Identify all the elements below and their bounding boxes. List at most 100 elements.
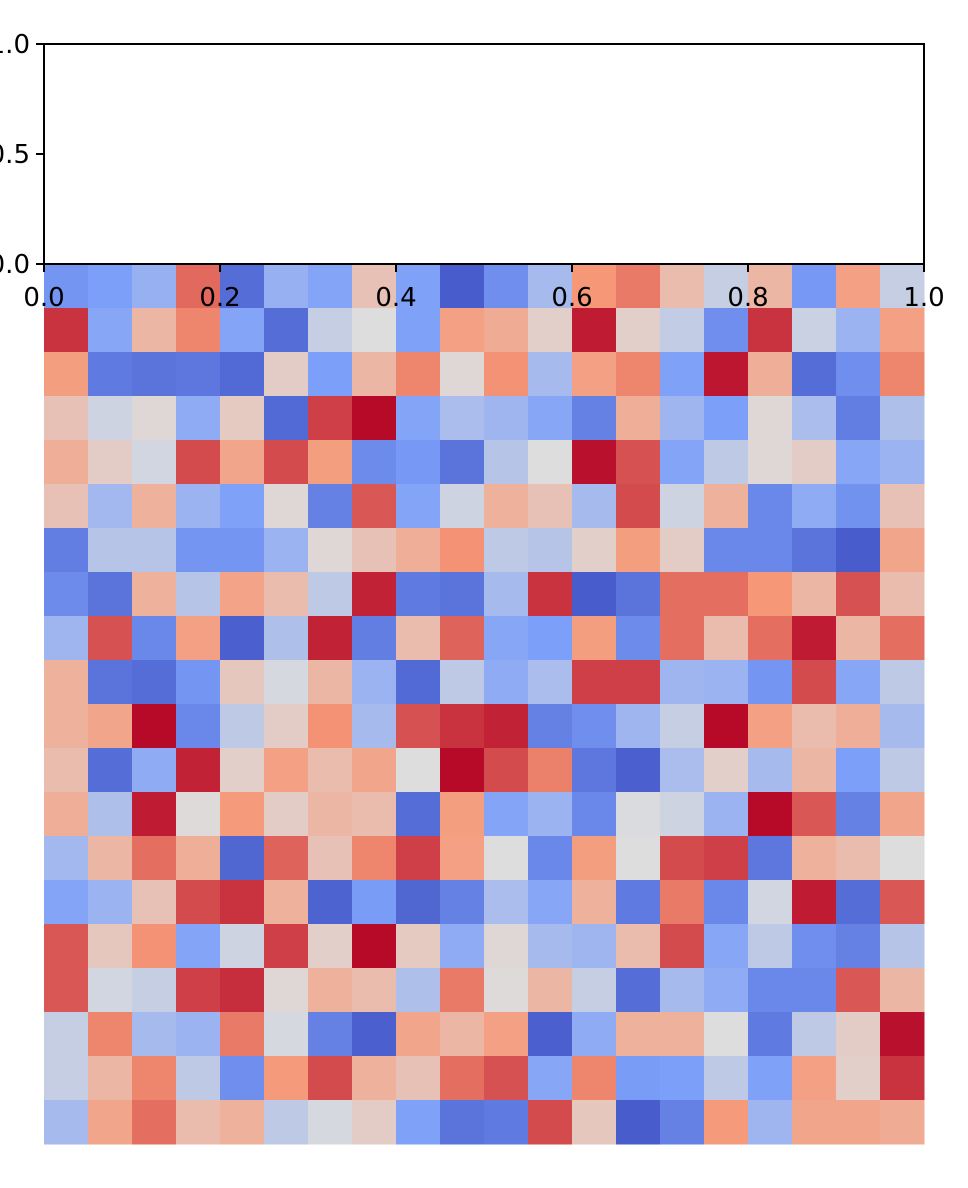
heatmap-cell [528,836,573,881]
heatmap-cell [264,836,309,881]
heatmap-cell [704,792,749,837]
heatmap-cell [660,1100,705,1145]
heatmap-cell [880,836,925,881]
heatmap-cell [528,1012,573,1057]
heatmap-cell [88,572,133,617]
heatmap-cell [220,924,265,969]
heatmap-cell [308,836,353,881]
heatmap-cell [352,1056,397,1101]
heatmap-cell [616,484,661,529]
heatmap-cell [748,440,793,485]
heatmap-cell [352,396,397,441]
heatmap-cell [484,1100,529,1145]
heatmap-cell [792,748,837,793]
heatmap-cell [880,1056,925,1101]
heatmap-cell [484,264,529,309]
heatmap-cell [704,572,749,617]
heatmap-cell [352,616,397,661]
heatmap-cell [836,792,881,837]
heatmap-cell [176,352,221,397]
heatmap-cell [836,748,881,793]
heatmap-cell [396,704,441,749]
heatmap-cell [836,1100,881,1145]
heatmap-cell [528,396,573,441]
heatmap-cell [440,1012,485,1057]
heatmap-cell [704,1056,749,1101]
heatmap-cell [572,572,617,617]
heatmap-cell [748,924,793,969]
heatmap-cell [132,264,177,309]
heatmap-cell [44,352,89,397]
heatmap-cell [44,1100,89,1145]
heatmap-cell [440,484,485,529]
heatmap-cell [44,264,89,309]
heatmap-cell [264,352,309,397]
heatmap-cell [836,1012,881,1057]
heatmap-cell [88,968,133,1013]
heatmap-cell [748,660,793,705]
heatmap-cell [836,308,881,353]
heatmap-cell [880,1012,925,1057]
heatmap-cell [836,264,881,309]
heatmap-cell [88,528,133,573]
heatmap-cell [660,528,705,573]
heatmap-cell [528,308,573,353]
heatmap-cell [528,880,573,925]
heatmap-cell [572,792,617,837]
heatmap-cell [264,704,309,749]
heatmap-cell [440,924,485,969]
heatmap-cell [748,1056,793,1101]
heatmap-cell [352,440,397,485]
heatmap-cell [792,616,837,661]
heatmap-cell [660,968,705,1013]
heatmap-cell [352,924,397,969]
heatmap-cell [660,836,705,881]
heatmap-cell [88,880,133,925]
x-tick-label: 1.0 [903,283,944,313]
heatmap-cell [44,616,89,661]
heatmap-cell [88,1056,133,1101]
heatmap-cell [88,264,133,309]
heatmap-cell [484,440,529,485]
heatmap-cell [660,484,705,529]
heatmap-cell [704,880,749,925]
heatmap-cell [440,616,485,661]
heatmap-cell [616,968,661,1013]
heatmap-cell [264,1100,309,1145]
heatmap-cell [616,308,661,353]
heatmap-cell [660,264,705,309]
heatmap-cell [748,308,793,353]
heatmap-cell [308,616,353,661]
heatmap-cell [44,924,89,969]
heatmap [44,264,925,1145]
heatmap-cell [792,572,837,617]
heatmap-cell [396,880,441,925]
heatmap-cell [484,616,529,661]
heatmap-cell [440,352,485,397]
heatmap-cell [836,660,881,705]
heatmap-cell [660,440,705,485]
heatmap-cell [220,484,265,529]
heatmap-cell [484,572,529,617]
heatmap-cell [748,572,793,617]
heatmap-cell [704,660,749,705]
heatmap-cell [572,704,617,749]
heatmap-cell [484,792,529,837]
heatmap-cell [352,660,397,705]
heatmap-cell [440,264,485,309]
heatmap-cell [352,264,397,309]
heatmap-cell [660,1056,705,1101]
heatmap-cell [484,484,529,529]
heatmap-cell [352,484,397,529]
heatmap-cell [748,704,793,749]
heatmap-cell [176,836,221,881]
heatmap-cell [660,1012,705,1057]
heatmap-cell [660,792,705,837]
heatmap-cell [352,968,397,1013]
heatmap-cell [396,792,441,837]
heatmap-cell [264,484,309,529]
heatmap-cell [748,1100,793,1145]
heatmap-cell [528,968,573,1013]
heatmap-cell [616,440,661,485]
heatmap-cell [704,528,749,573]
